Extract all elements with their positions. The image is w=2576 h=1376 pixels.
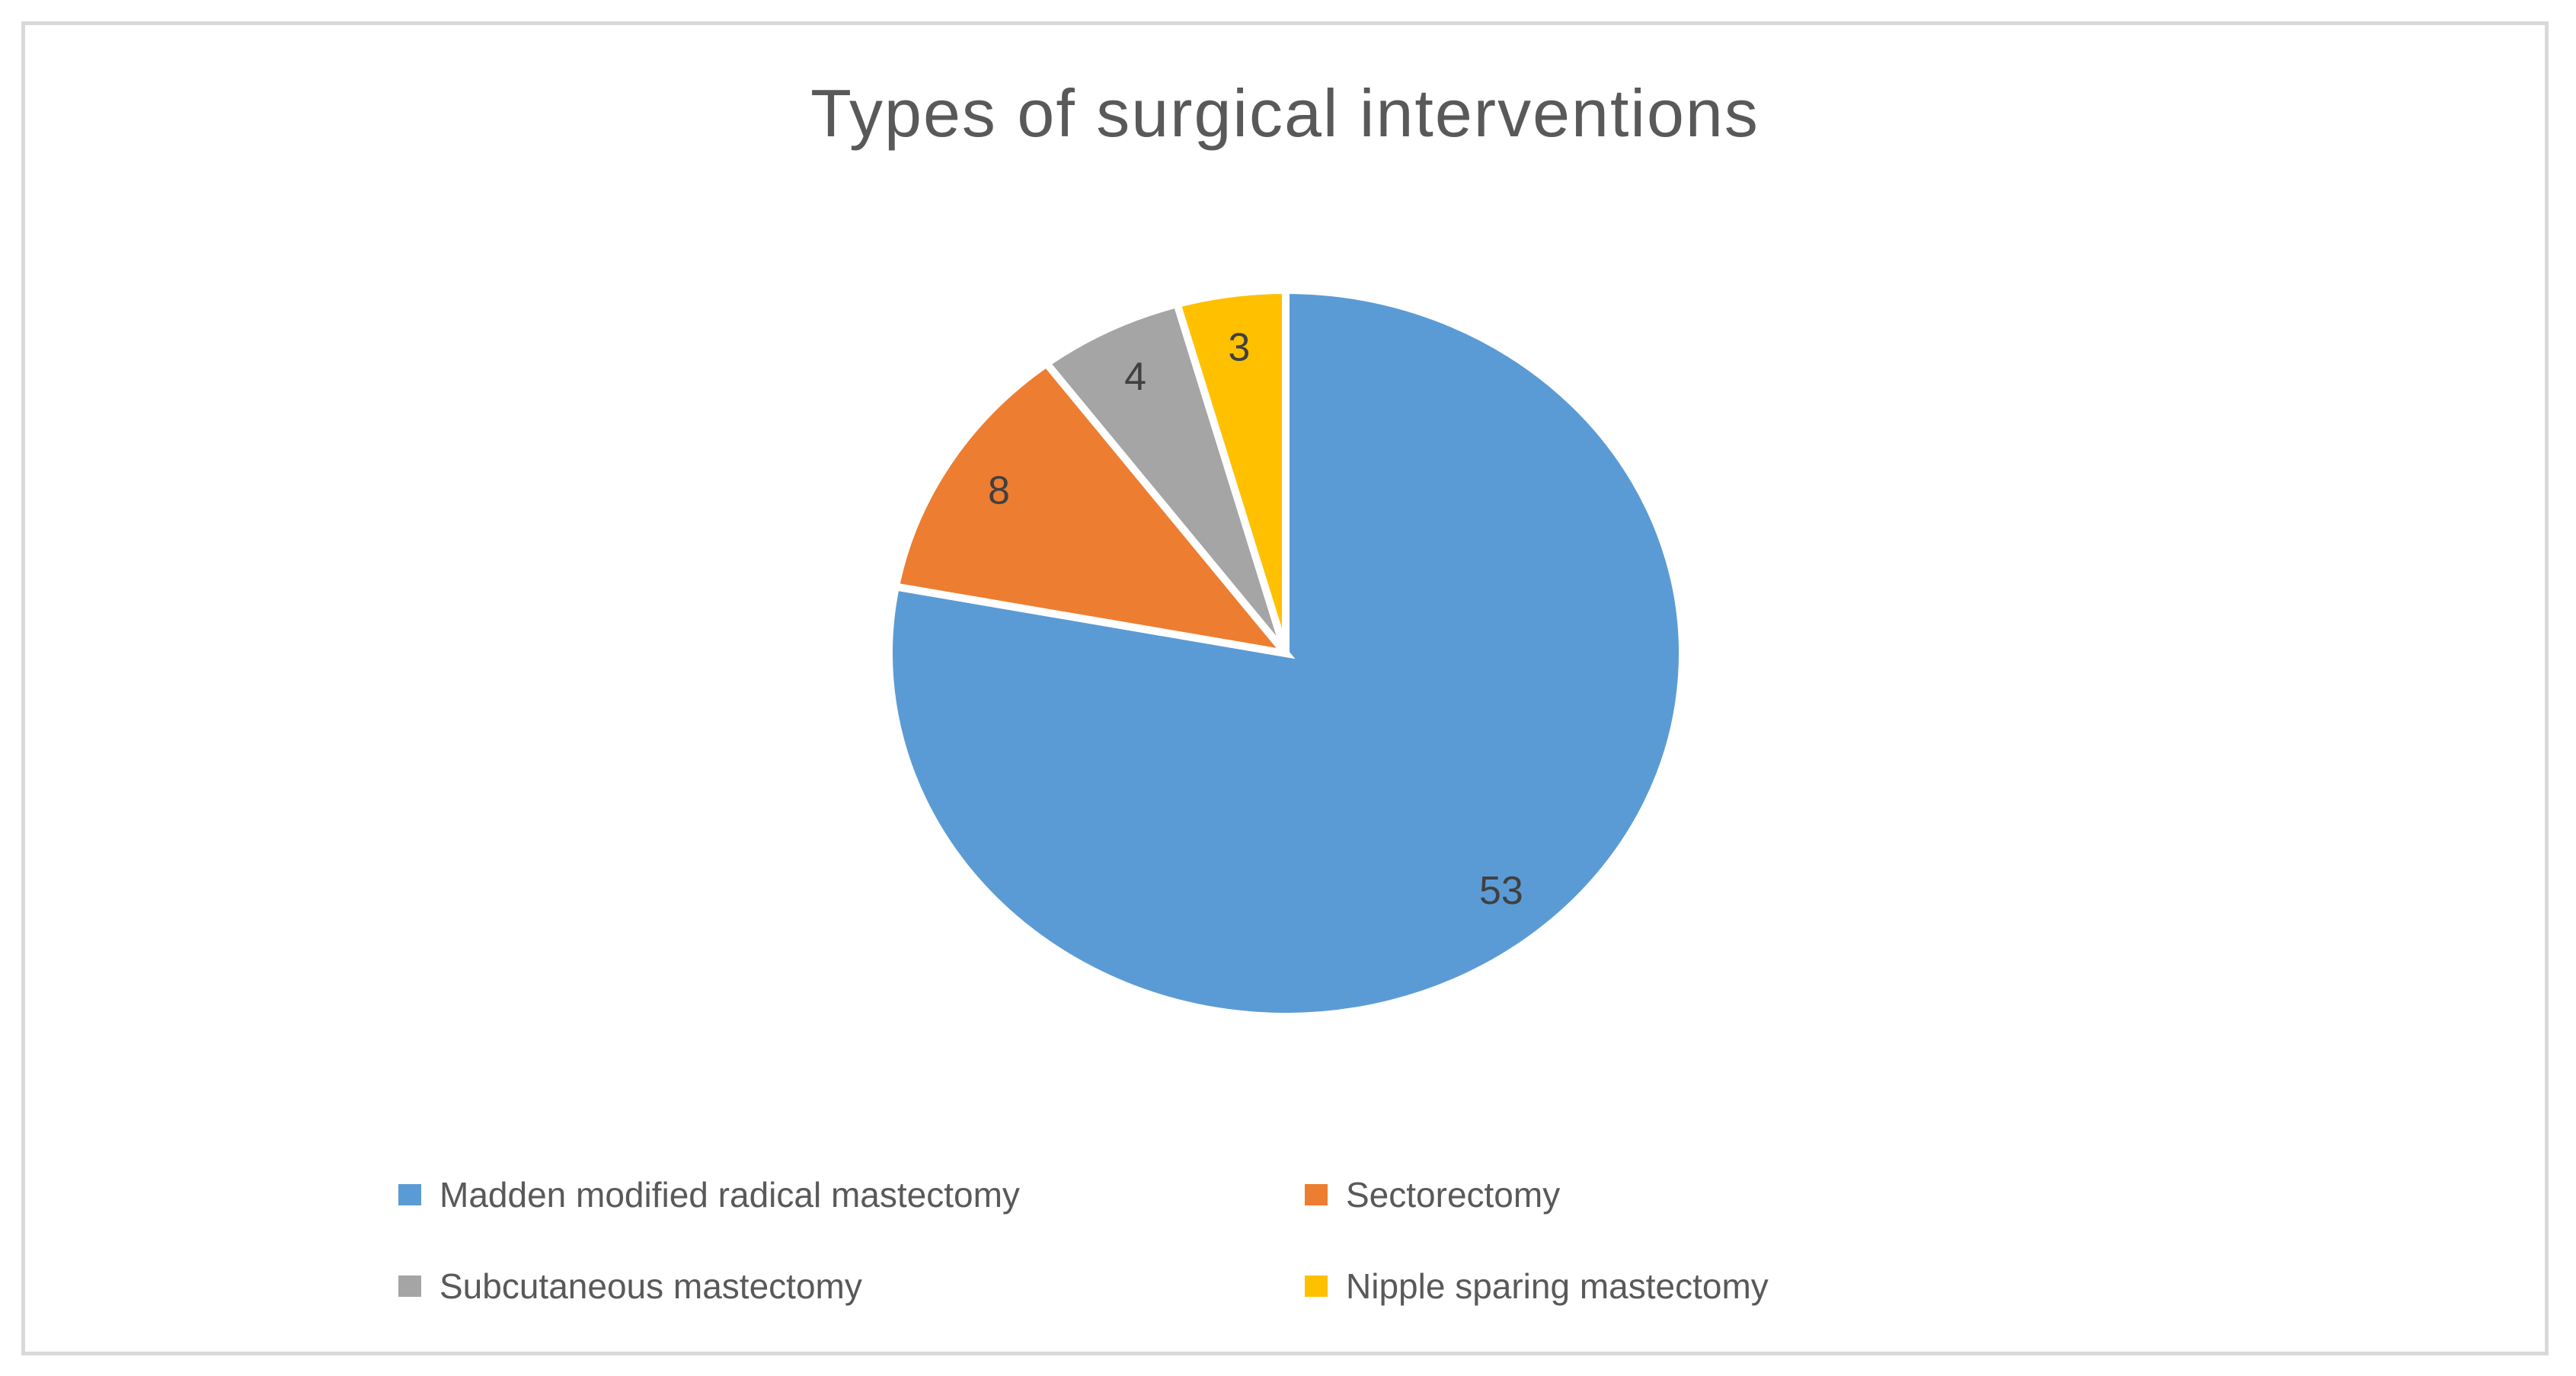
legend-marker-madden-modified-radical-mastectomy <box>398 1184 421 1205</box>
legend-item-subcutaneous-mastectomy: Subcutaneous mastectomy <box>398 1265 862 1307</box>
data-label-nipple-sparing-mastectomy: 3 <box>1228 325 1250 369</box>
legend-label-sectorectomy: Sectorectomy <box>1346 1175 1561 1215</box>
data-label-madden-modified-radical-mastectomy: 53 <box>1479 869 1523 913</box>
chart-frame <box>21 21 2549 1355</box>
chart-title: Types of surgical interventions <box>810 75 1759 151</box>
legend-item-madden-modified-radical-mastectomy: Madden modified radical mastectomy <box>398 1173 1020 1216</box>
legend-marker-nipple-sparing-mastectomy <box>1305 1275 1328 1297</box>
pie-slice-sectorectomy <box>890 358 1296 659</box>
legend-item-nipple-sparing-mastectomy: Nipple sparing mastectomy <box>1305 1265 1769 1307</box>
legend-marker-sectorectomy <box>1305 1184 1328 1205</box>
legend-label-madden-modified-radical-mastectomy: Madden modified radical mastectomy <box>439 1175 1020 1215</box>
pie-slice-nipple-sparing-mastectomy <box>1172 286 1290 655</box>
legend-label-nipple-sparing-mastectomy: Nipple sparing mastectomy <box>1346 1266 1769 1306</box>
data-label-sectorectomy: 8 <box>988 469 1010 513</box>
pie-slice-subcutaneous-mastectomy <box>1040 299 1290 656</box>
legend-item-sectorectomy: Sectorectomy <box>1305 1173 1560 1216</box>
legend-label-subcutaneous-mastectomy: Subcutaneous mastectomy <box>439 1266 862 1306</box>
legend-marker-subcutaneous-mastectomy <box>398 1275 421 1297</box>
data-label-subcutaneous-mastectomy: 4 <box>1124 355 1146 399</box>
